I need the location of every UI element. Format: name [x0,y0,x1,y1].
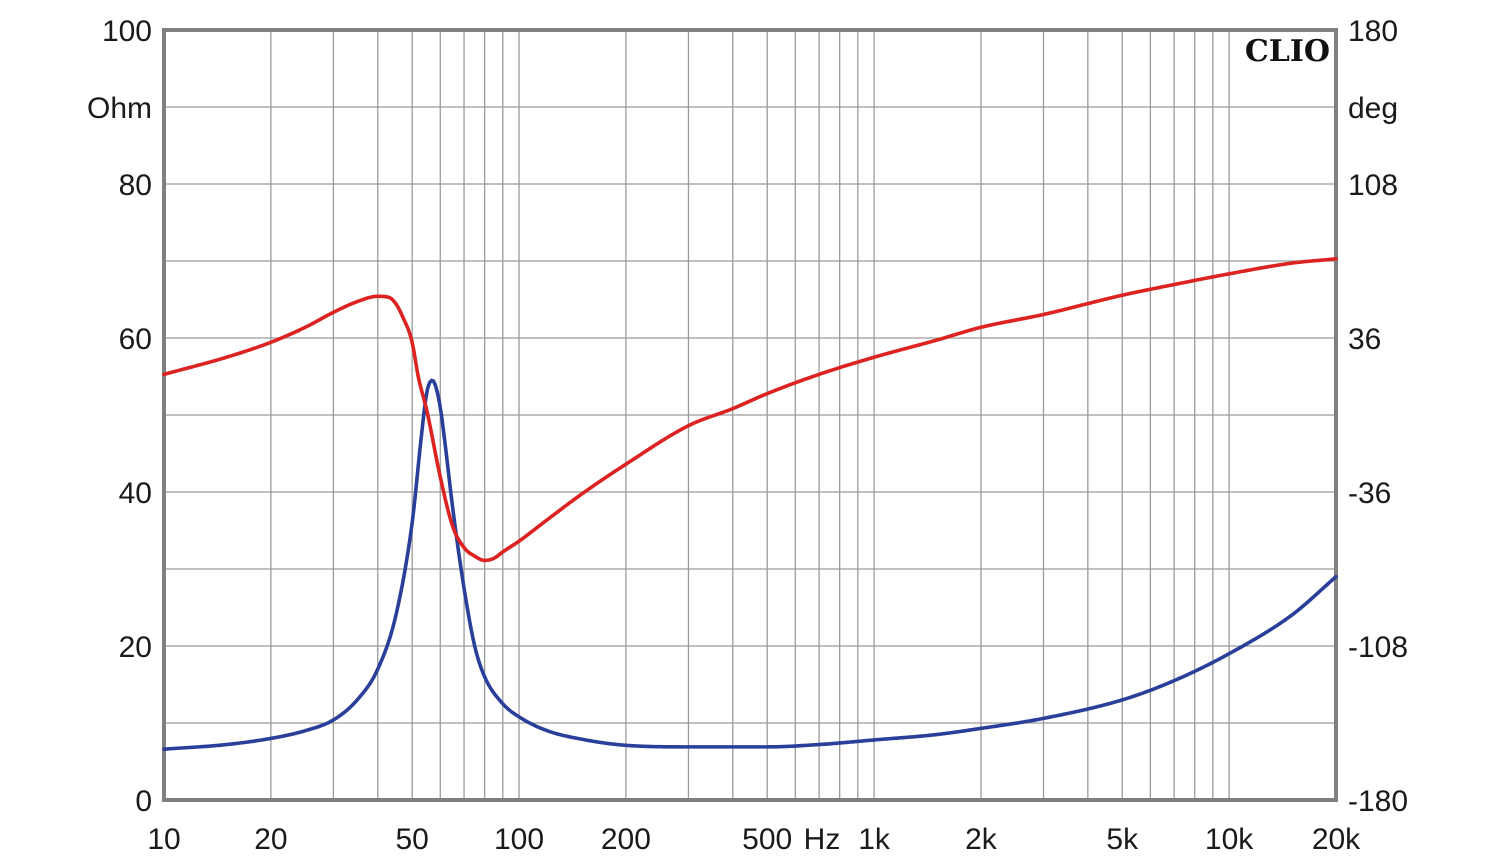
x-tick-label: 500 [742,823,792,856]
left-axis-unit: Ohm [87,92,152,125]
x-tick-label: 1k [858,823,891,856]
x-tick-label: 5k [1106,823,1139,856]
right-tick-label: -180 [1348,785,1408,818]
left-tick-label: 20 [119,631,152,664]
left-tick-label: 60 [119,323,152,356]
clio-brand-logo: CLIO [1245,34,1330,69]
x-tick-label: 100 [494,823,544,856]
left-tick-label: 40 [119,477,152,510]
x-tick-label: 10 [147,823,180,856]
x-tick-label: 20k [1312,823,1361,856]
right-tick-label: -108 [1348,631,1408,664]
phase-curve [162,257,1338,563]
major-grid [164,29,1336,801]
x-tick-label: 20 [254,823,287,856]
right-tick-label: -36 [1348,477,1391,510]
right-tick-labels: -180 -108 -36 36 108 180 [1348,15,1408,818]
right-axis-unit: deg [1348,92,1398,125]
left-tick-label: 100 [102,15,152,48]
left-tick-label: 80 [119,169,152,202]
series-layer [162,257,1338,751]
x-tick-labels: 10 20 50 100 200 500 1k 2k 5k 10k 20k [147,823,1361,856]
x-tick-label: 2k [965,823,998,856]
left-tick-label: 0 [135,785,152,818]
x-tick-label: 10k [1205,823,1254,856]
right-tick-label: 108 [1348,169,1398,202]
x-tick-label: 50 [395,823,428,856]
right-tick-label: 36 [1348,323,1381,356]
plot-frame [162,28,1338,802]
x-axis-unit: Hz [804,823,841,856]
left-tick-labels: 0 20 40 60 80 100 [102,15,152,818]
impedance-curve [162,378,1338,751]
x-tick-label: 200 [601,823,651,856]
right-tick-label: 180 [1348,15,1398,48]
